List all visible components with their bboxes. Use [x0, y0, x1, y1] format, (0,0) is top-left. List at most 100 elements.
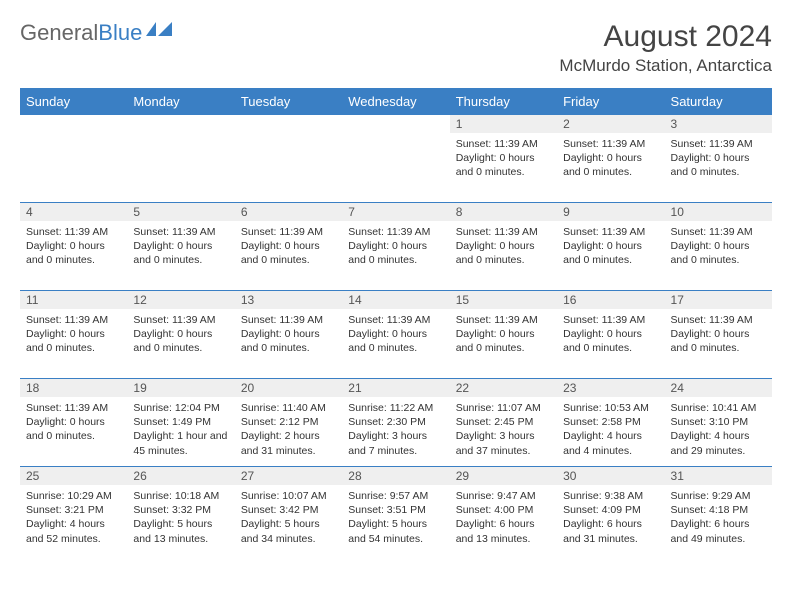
- day-content: Sunrise: 9:38 AMSunset: 4:09 PMDaylight:…: [557, 485, 664, 548]
- day-number: 14: [342, 290, 449, 309]
- day-number: [20, 115, 127, 133]
- day-content: [235, 133, 342, 139]
- day-number: 26: [127, 466, 234, 485]
- day-line: Sunset: 11:39 AM: [348, 313, 443, 327]
- day-line: Daylight: 4 hours: [26, 517, 121, 531]
- day-cell: 16Sunset: 11:39 AMDaylight: 0 hoursand 0…: [557, 290, 664, 378]
- day-cell: 17Sunset: 11:39 AMDaylight: 0 hoursand 0…: [665, 290, 772, 378]
- day-line: Sunset: 11:39 AM: [26, 401, 121, 415]
- day-line: Sunrise: 10:41 AM: [671, 401, 766, 415]
- day-content: Sunrise: 10:18 AMSunset: 3:32 PMDaylight…: [127, 485, 234, 548]
- day-line: Sunset: 2:30 PM: [348, 415, 443, 429]
- col-friday: Friday: [557, 89, 664, 114]
- day-cell: 2Sunset: 11:39 AMDaylight: 0 hoursand 0 …: [557, 114, 664, 202]
- day-content: Sunset: 11:39 AMDaylight: 0 hoursand 0 m…: [665, 221, 772, 270]
- day-cell: 28Sunrise: 9:57 AMSunset: 3:51 PMDayligh…: [342, 466, 449, 554]
- logo-text-blue: Blue: [98, 20, 142, 46]
- day-number: 6: [235, 202, 342, 221]
- logo-text-general: General: [20, 20, 98, 46]
- day-line: and 0 minutes.: [26, 429, 121, 443]
- day-line: Daylight: 0 hours: [563, 239, 658, 253]
- day-content: Sunset: 11:39 AMDaylight: 0 hoursand 0 m…: [342, 309, 449, 358]
- day-line: Daylight: 5 hours: [133, 517, 228, 531]
- day-number: [342, 115, 449, 133]
- day-line: and 0 minutes.: [348, 341, 443, 355]
- day-cell: 4Sunset: 11:39 AMDaylight: 0 hoursand 0 …: [20, 202, 127, 290]
- day-cell: 27Sunrise: 10:07 AMSunset: 3:42 PMDaylig…: [235, 466, 342, 554]
- day-number: 21: [342, 378, 449, 397]
- day-line: and 0 minutes.: [26, 253, 121, 267]
- day-cell: 11Sunset: 11:39 AMDaylight: 0 hoursand 0…: [20, 290, 127, 378]
- day-number: 22: [450, 378, 557, 397]
- month-title: August 2024: [559, 20, 772, 54]
- day-line: Sunrise: 9:38 AM: [563, 489, 658, 503]
- logo-icon: [146, 20, 172, 46]
- header-row: Sunday Monday Tuesday Wednesday Thursday…: [20, 89, 772, 114]
- title-block: August 2024 McMurdo Station, Antarctica: [559, 20, 772, 76]
- day-number: 28: [342, 466, 449, 485]
- day-number: 15: [450, 290, 557, 309]
- table-row: 25Sunrise: 10:29 AMSunset: 3:21 PMDaylig…: [20, 466, 772, 554]
- calendar-page: GeneralBlue August 2024 McMurdo Station,…: [0, 0, 792, 564]
- day-number: 2: [557, 115, 664, 133]
- day-content: Sunset: 11:39 AMDaylight: 0 hoursand 0 m…: [557, 221, 664, 270]
- day-line: Sunset: 4:18 PM: [671, 503, 766, 517]
- day-line: and 52 minutes.: [26, 532, 121, 546]
- day-line: Sunset: 11:39 AM: [133, 313, 228, 327]
- day-content: Sunset: 11:39 AMDaylight: 0 hoursand 0 m…: [665, 309, 772, 358]
- day-line: and 49 minutes.: [671, 532, 766, 546]
- day-cell: 3Sunset: 11:39 AMDaylight: 0 hoursand 0 …: [665, 114, 772, 202]
- day-line: Sunset: 3:42 PM: [241, 503, 336, 517]
- table-row: 4Sunset: 11:39 AMDaylight: 0 hoursand 0 …: [20, 202, 772, 290]
- day-line: Daylight: 6 hours: [671, 517, 766, 531]
- day-line: Sunrise: 9:57 AM: [348, 489, 443, 503]
- day-line: Sunset: 4:00 PM: [456, 503, 551, 517]
- day-line: Daylight: 6 hours: [456, 517, 551, 531]
- day-cell: 1Sunset: 11:39 AMDaylight: 0 hoursand 0 …: [450, 114, 557, 202]
- day-line: and 0 minutes.: [563, 341, 658, 355]
- day-line: and 0 minutes.: [671, 253, 766, 267]
- day-number: 13: [235, 290, 342, 309]
- day-cell: 12Sunset: 11:39 AMDaylight: 0 hoursand 0…: [127, 290, 234, 378]
- day-line: Daylight: 0 hours: [563, 327, 658, 341]
- day-line: Sunrise: 10:07 AM: [241, 489, 336, 503]
- day-line: Sunset: 11:39 AM: [241, 313, 336, 327]
- day-number: 16: [557, 290, 664, 309]
- day-line: Sunset: 2:45 PM: [456, 415, 551, 429]
- day-number: 20: [235, 378, 342, 397]
- day-content: Sunset: 11:39 AMDaylight: 0 hoursand 0 m…: [450, 133, 557, 182]
- day-cell: 21Sunrise: 11:22 AMSunset: 2:30 PMDaylig…: [342, 378, 449, 466]
- day-cell: 19Sunrise: 12:04 PMSunset: 1:49 PMDaylig…: [127, 378, 234, 466]
- col-wednesday: Wednesday: [342, 89, 449, 114]
- day-content: Sunrise: 10:29 AMSunset: 3:21 PMDaylight…: [20, 485, 127, 548]
- day-line: and 0 minutes.: [241, 253, 336, 267]
- day-line: Sunrise: 10:29 AM: [26, 489, 121, 503]
- day-content: Sunset: 11:39 AMDaylight: 0 hoursand 0 m…: [557, 133, 664, 182]
- day-cell: 31Sunrise: 9:29 AMSunset: 4:18 PMDayligh…: [665, 466, 772, 554]
- day-line: Sunrise: 10:53 AM: [563, 401, 658, 415]
- day-line: and 34 minutes.: [241, 532, 336, 546]
- day-line: Sunset: 11:39 AM: [133, 225, 228, 239]
- day-line: Sunrise: 12:04 PM: [133, 401, 228, 415]
- day-number: 29: [450, 466, 557, 485]
- day-cell: 24Sunrise: 10:41 AMSunset: 3:10 PMDaylig…: [665, 378, 772, 466]
- day-cell: 7Sunset: 11:39 AMDaylight: 0 hoursand 0 …: [342, 202, 449, 290]
- day-line: and 0 minutes.: [671, 341, 766, 355]
- day-line: Daylight: 0 hours: [133, 327, 228, 341]
- day-content: Sunrise: 12:04 PMSunset: 1:49 PMDaylight…: [127, 397, 234, 460]
- day-line: Daylight: 0 hours: [456, 327, 551, 341]
- header: GeneralBlue August 2024 McMurdo Station,…: [20, 20, 772, 76]
- day-content: Sunrise: 11:40 AMSunset: 2:12 PMDaylight…: [235, 397, 342, 460]
- day-cell: 5Sunset: 11:39 AMDaylight: 0 hoursand 0 …: [127, 202, 234, 290]
- day-line: Sunset: 11:39 AM: [456, 137, 551, 151]
- day-content: [342, 133, 449, 139]
- day-number: [127, 115, 234, 133]
- day-number: 8: [450, 202, 557, 221]
- day-number: 24: [665, 378, 772, 397]
- day-line: and 0 minutes.: [671, 165, 766, 179]
- day-line: Daylight: 0 hours: [348, 239, 443, 253]
- day-line: Daylight: 0 hours: [563, 151, 658, 165]
- day-number: [235, 115, 342, 133]
- day-number: 25: [20, 466, 127, 485]
- day-cell: 23Sunrise: 10:53 AMSunset: 2:58 PMDaylig…: [557, 378, 664, 466]
